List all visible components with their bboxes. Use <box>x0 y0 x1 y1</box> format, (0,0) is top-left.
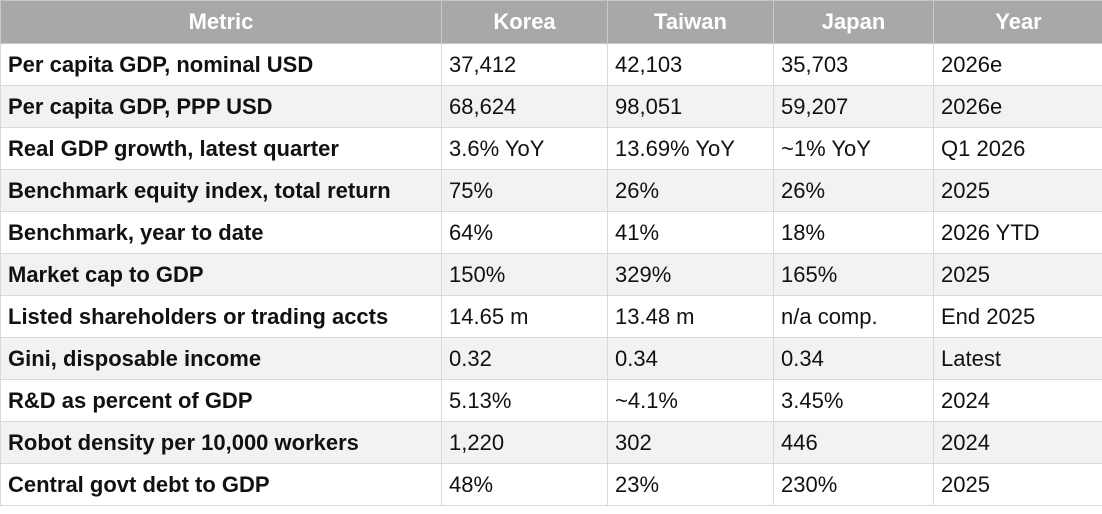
cell-metric[interactable]: Real GDP growth, latest quarter <box>0 127 442 170</box>
header-row: Metric Korea Taiwan Japan Year <box>0 0 1102 44</box>
cell-korea[interactable]: 5.13% <box>441 379 608 422</box>
header-cell-year[interactable]: Year <box>933 0 1102 44</box>
cell-japan[interactable]: 0.34 <box>773 337 934 380</box>
cell-taiwan[interactable]: 13.48 m <box>607 295 774 338</box>
table-row: Real GDP growth, latest quarter 3.6% YoY 1… <box>0 127 1102 170</box>
cell-korea[interactable]: 68,624 <box>441 85 608 128</box>
cell-year[interactable]: 2025 <box>933 463 1102 506</box>
header-cell-metric[interactable]: Metric <box>0 0 442 44</box>
table-row: Central govt debt to GDP 48% 23% 230% 2025 <box>0 463 1102 506</box>
cell-taiwan[interactable]: 26% <box>607 169 774 212</box>
cell-taiwan[interactable]: 13.69% YoY <box>607 127 774 170</box>
cell-metric[interactable]: Market cap to GDP <box>0 253 442 296</box>
cell-korea[interactable]: 75% <box>441 169 608 212</box>
table-row: Listed shareholders or trading accts 14.6… <box>0 295 1102 338</box>
table-row: Benchmark equity index, total return 75% 2… <box>0 169 1102 212</box>
cell-metric[interactable]: Gini, disposable income <box>0 337 442 380</box>
cell-korea[interactable]: 3.6% YoY <box>441 127 608 170</box>
cell-year[interactable]: Q1 2026 <box>933 127 1102 170</box>
cell-korea[interactable]: 0.32 <box>441 337 608 380</box>
cell-year[interactable]: 2024 <box>933 379 1102 422</box>
table-row: R&D as percent of GDP 5.13% ~4.1% 3.45% 2024 <box>0 379 1102 422</box>
cell-korea[interactable]: 48% <box>441 463 608 506</box>
cell-metric[interactable]: Per capita GDP, nominal USD <box>0 43 442 86</box>
cell-japan[interactable]: 3.45% <box>773 379 934 422</box>
cell-taiwan[interactable]: 42,103 <box>607 43 774 86</box>
cell-japan[interactable]: 165% <box>773 253 934 296</box>
cell-korea[interactable]: 37,412 <box>441 43 608 86</box>
cell-taiwan[interactable]: 329% <box>607 253 774 296</box>
cell-year[interactable]: Latest <box>933 337 1102 380</box>
cell-year[interactable]: 2026e <box>933 85 1102 128</box>
cell-metric[interactable]: Listed shareholders or trading accts <box>0 295 442 338</box>
cell-korea[interactable]: 14.65 m <box>441 295 608 338</box>
cell-year[interactable]: 2025 <box>933 253 1102 296</box>
cell-japan[interactable]: 230% <box>773 463 934 506</box>
cell-japan[interactable]: ~1% YoY <box>773 127 934 170</box>
cell-korea[interactable]: 1,220 <box>441 421 608 464</box>
table-row: Per capita GDP, nominal USD 37,412 42,103 3… <box>0 43 1102 86</box>
cell-metric[interactable]: Benchmark, year to date <box>0 211 442 254</box>
cell-korea[interactable]: 64% <box>441 211 608 254</box>
cell-japan[interactable]: n/a comp. <box>773 295 934 338</box>
cell-year[interactable]: 2024 <box>933 421 1102 464</box>
cell-year[interactable]: 2026 YTD <box>933 211 1102 254</box>
cell-metric[interactable]: Per capita GDP, PPP USD <box>0 85 442 128</box>
cell-year[interactable]: End 2025 <box>933 295 1102 338</box>
cell-japan[interactable]: 59,207 <box>773 85 934 128</box>
cell-japan[interactable]: 446 <box>773 421 934 464</box>
cell-japan[interactable]: 35,703 <box>773 43 934 86</box>
cell-taiwan[interactable]: 98,051 <box>607 85 774 128</box>
cell-taiwan[interactable]: 41% <box>607 211 774 254</box>
cell-japan[interactable]: 26% <box>773 169 934 212</box>
cell-metric[interactable]: Robot density per 10,000 workers <box>0 421 442 464</box>
table-row: Market cap to GDP 150% 329% 165% 2025 <box>0 253 1102 296</box>
header-cell-taiwan[interactable]: Taiwan <box>607 0 774 44</box>
cell-korea[interactable]: 150% <box>441 253 608 296</box>
cell-taiwan[interactable]: ~4.1% <box>607 379 774 422</box>
cell-metric[interactable]: Benchmark equity index, total return <box>0 169 442 212</box>
cell-japan[interactable]: 18% <box>773 211 934 254</box>
header-cell-korea[interactable]: Korea <box>441 0 608 44</box>
cell-metric[interactable]: R&D as percent of GDP <box>0 379 442 422</box>
cell-metric[interactable]: Central govt debt to GDP <box>0 463 442 506</box>
cell-taiwan[interactable]: 0.34 <box>607 337 774 380</box>
cell-taiwan[interactable]: 302 <box>607 421 774 464</box>
table-row: Robot density per 10,000 workers 1,220 302… <box>0 421 1102 464</box>
cell-year[interactable]: 2026e <box>933 43 1102 86</box>
table-row: Gini, disposable income 0.32 0.34 0.34 Lates… <box>0 337 1102 380</box>
table-row: Benchmark, year to date 64% 41% 18% 2026 YTD <box>0 211 1102 254</box>
table-body: Per capita GDP, nominal USD 37,412 42,103 3… <box>0 43 1102 506</box>
table-row: Per capita GDP, PPP USD 68,624 98,051 59,20… <box>0 85 1102 128</box>
cell-year[interactable]: 2025 <box>933 169 1102 212</box>
header-cell-japan[interactable]: Japan <box>773 0 934 44</box>
cell-taiwan[interactable]: 23% <box>607 463 774 506</box>
